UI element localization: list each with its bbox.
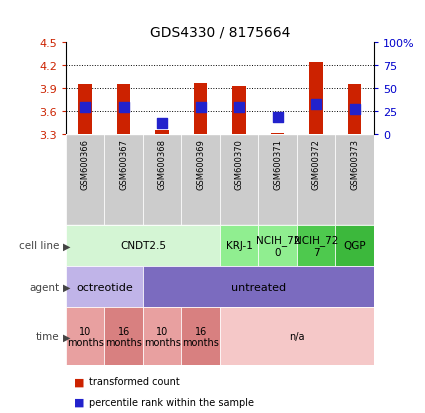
Text: GSM600368: GSM600368 (158, 139, 167, 190)
Bar (78, 85, 92, 134)
Text: ■: ■ (74, 397, 85, 407)
Bar (117, 85, 130, 134)
Text: 10
months: 10 months (67, 326, 104, 347)
Bar (66, 225, 220, 266)
Bar (66, 266, 143, 308)
Text: cell line: cell line (19, 241, 60, 251)
Text: GSM600370: GSM600370 (235, 139, 244, 190)
Point (82, 104, 88, 111)
Text: ■: ■ (74, 376, 85, 387)
Point (197, 104, 204, 111)
Text: GSM600373: GSM600373 (350, 139, 359, 190)
Bar (348, 85, 362, 134)
Bar (156, 131, 169, 134)
Text: ▶: ▶ (62, 241, 70, 251)
Bar (105, 308, 143, 366)
Bar (271, 133, 284, 134)
Bar (335, 225, 374, 266)
Text: NCIH_72
7: NCIH_72 7 (294, 235, 338, 257)
Point (159, 120, 166, 127)
Bar (143, 134, 181, 225)
Bar (258, 225, 297, 266)
Text: GSM600369: GSM600369 (196, 139, 205, 190)
Bar (297, 134, 335, 225)
Bar (220, 225, 258, 266)
Text: percentile rank within the sample: percentile rank within the sample (89, 397, 254, 407)
Text: 16
months: 16 months (105, 326, 142, 347)
Text: n/a: n/a (289, 332, 305, 342)
Text: CNDT2.5: CNDT2.5 (120, 241, 166, 251)
Bar (143, 308, 181, 366)
Text: KRJ-1: KRJ-1 (226, 241, 252, 251)
Title: GDS4330 / 8175664: GDS4330 / 8175664 (150, 26, 290, 39)
Text: GSM600367: GSM600367 (119, 139, 128, 190)
Bar (220, 308, 374, 366)
Bar (258, 134, 297, 225)
Text: GSM600372: GSM600372 (312, 139, 321, 190)
Text: ▶: ▶ (62, 282, 70, 292)
Text: untreated: untreated (231, 282, 286, 292)
Point (351, 107, 358, 113)
Bar (105, 134, 143, 225)
Bar (181, 134, 220, 225)
Text: 10
months: 10 months (144, 326, 181, 347)
Bar (143, 266, 374, 308)
Bar (335, 134, 374, 225)
Bar (220, 134, 258, 225)
Point (236, 104, 243, 111)
Bar (297, 225, 335, 266)
Text: octreotide: octreotide (76, 282, 133, 292)
Bar (66, 134, 105, 225)
Text: ▶: ▶ (62, 332, 70, 342)
Bar (181, 308, 220, 366)
Text: transformed count: transformed count (89, 376, 180, 387)
Bar (194, 83, 207, 134)
Text: 16
months: 16 months (182, 326, 219, 347)
Text: time: time (36, 332, 60, 342)
Text: GSM600366: GSM600366 (81, 139, 90, 190)
Text: GSM600371: GSM600371 (273, 139, 282, 190)
Text: QGP: QGP (343, 241, 366, 251)
Point (274, 114, 281, 121)
Text: agent: agent (29, 282, 60, 292)
Bar (66, 308, 105, 366)
Bar (232, 87, 246, 134)
Text: NCIH_72
0: NCIH_72 0 (255, 235, 300, 257)
Point (313, 101, 320, 108)
Point (120, 104, 127, 111)
Bar (309, 63, 323, 134)
